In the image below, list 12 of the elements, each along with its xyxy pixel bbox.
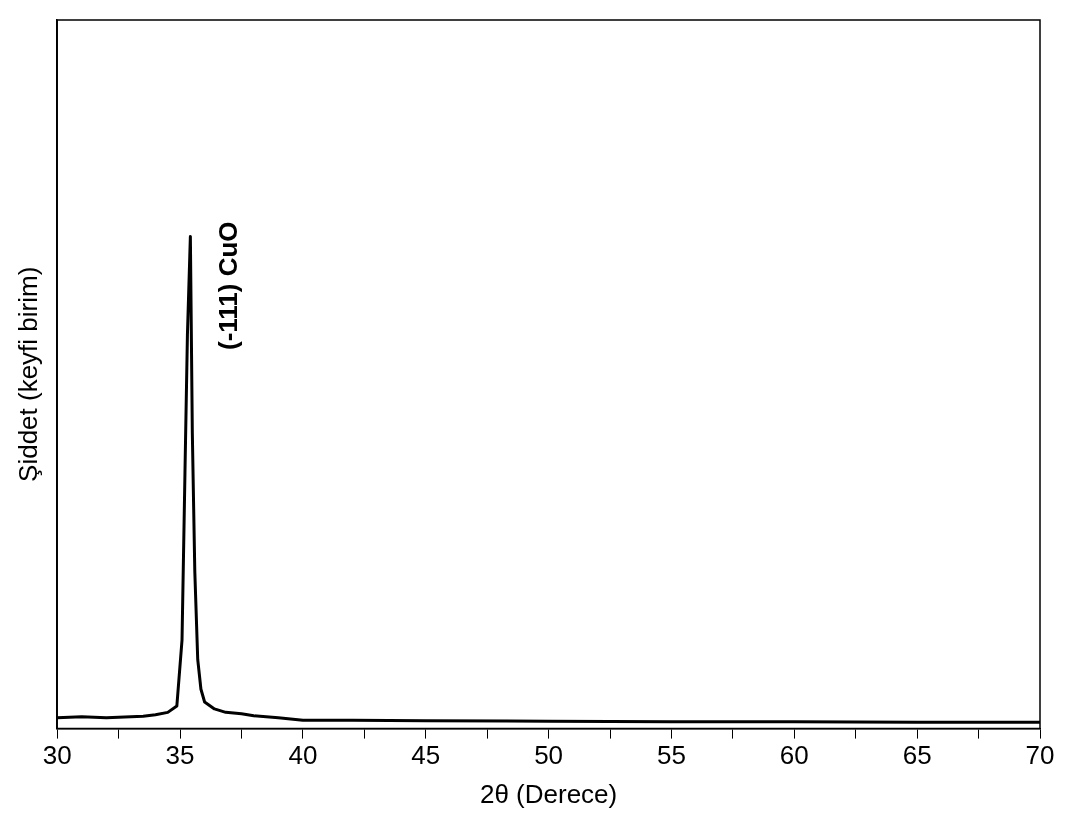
x-tick-label: 30 — [42, 740, 72, 771]
y-axis-title: Şiddet (keyfi birim) — [12, 266, 43, 482]
annotation: (-111) CuO — [212, 221, 243, 351]
x-tick-label: 50 — [534, 740, 564, 771]
x-tick-label: 45 — [411, 740, 441, 771]
x-tick-label: 65 — [902, 740, 932, 771]
x-axis-title: 2θ (Derece) — [479, 778, 618, 809]
x-tick-label: 55 — [656, 740, 686, 771]
x-tick-label: 70 — [1025, 740, 1055, 771]
x-tick-label: 60 — [779, 740, 809, 771]
x-tick-label: 40 — [288, 740, 318, 771]
x-tick-label: 35 — [165, 740, 195, 771]
